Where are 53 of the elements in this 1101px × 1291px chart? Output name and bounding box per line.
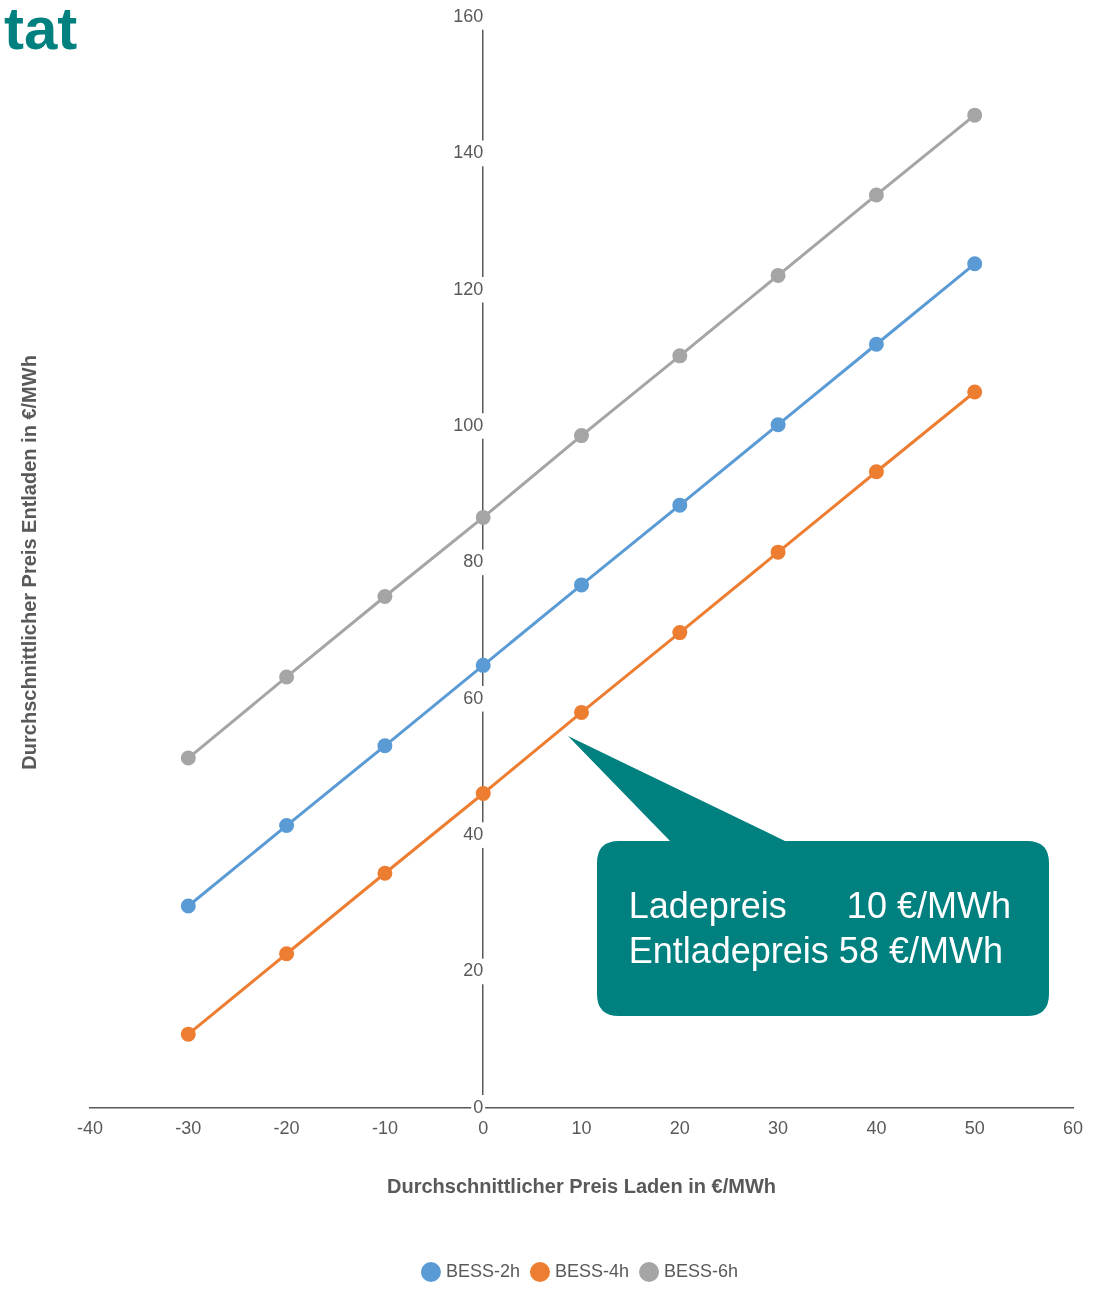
x-tick-label: 10 [571, 1117, 592, 1138]
x-tick-label: 20 [669, 1117, 690, 1138]
point [574, 577, 589, 593]
point [672, 348, 688, 364]
x-tick-label: 30 [768, 1117, 789, 1138]
chart-title: tat [4, 0, 78, 63]
point [967, 384, 983, 400]
point [967, 256, 983, 272]
y-tick-label: 40 [463, 824, 484, 845]
point [574, 704, 589, 720]
point [279, 946, 295, 962]
y-axis-title: Durchschnittlicher Preis Entladen in €/MWh [17, 355, 40, 770]
y-tick-label: 140 [453, 142, 484, 163]
x-tick-label: -30 [175, 1117, 202, 1138]
point [770, 544, 786, 560]
legend-label: BESS-2h [445, 1260, 520, 1281]
y-tick-label: 120 [453, 278, 484, 299]
point [180, 1026, 196, 1042]
legend-label: BESS-6h [664, 1260, 739, 1281]
y-tick-label: 160 [453, 5, 484, 26]
y-tick-label: 80 [463, 551, 484, 572]
x-tick-label: -10 [371, 1117, 398, 1138]
x-tick-label: -40 [76, 1117, 104, 1138]
x-tick-label: 60 [1062, 1117, 1084, 1138]
point [868, 464, 884, 480]
point [180, 750, 196, 766]
point [868, 336, 884, 352]
annotation: Ladepreis 10 €/MWh Entladepreis 58 €/MWh [628, 883, 1011, 973]
point [967, 107, 983, 123]
point [377, 738, 393, 754]
point [672, 625, 688, 641]
y-tick-label: 20 [463, 960, 484, 981]
point [279, 669, 295, 685]
point [475, 509, 491, 525]
point [475, 657, 491, 673]
point [672, 497, 688, 513]
x-tick-label: -20 [273, 1117, 300, 1138]
point [279, 818, 295, 834]
point [377, 865, 393, 881]
x-axis-title: Durchschnittlicher Preis Laden in €/MWh [387, 1175, 776, 1198]
legend-label: BESS-4h [554, 1260, 630, 1281]
point [475, 786, 491, 802]
point [574, 428, 589, 444]
x-tick-label: 40 [866, 1117, 887, 1138]
y-tick-label: 60 [463, 687, 484, 708]
point [770, 267, 786, 283]
y-tick-label: 0 [473, 1096, 484, 1117]
point [868, 187, 884, 203]
point [770, 417, 786, 433]
x-tick-label: 50 [964, 1117, 985, 1138]
point [180, 898, 196, 914]
y-tick-label: 100 [453, 415, 484, 436]
point [377, 588, 393, 604]
